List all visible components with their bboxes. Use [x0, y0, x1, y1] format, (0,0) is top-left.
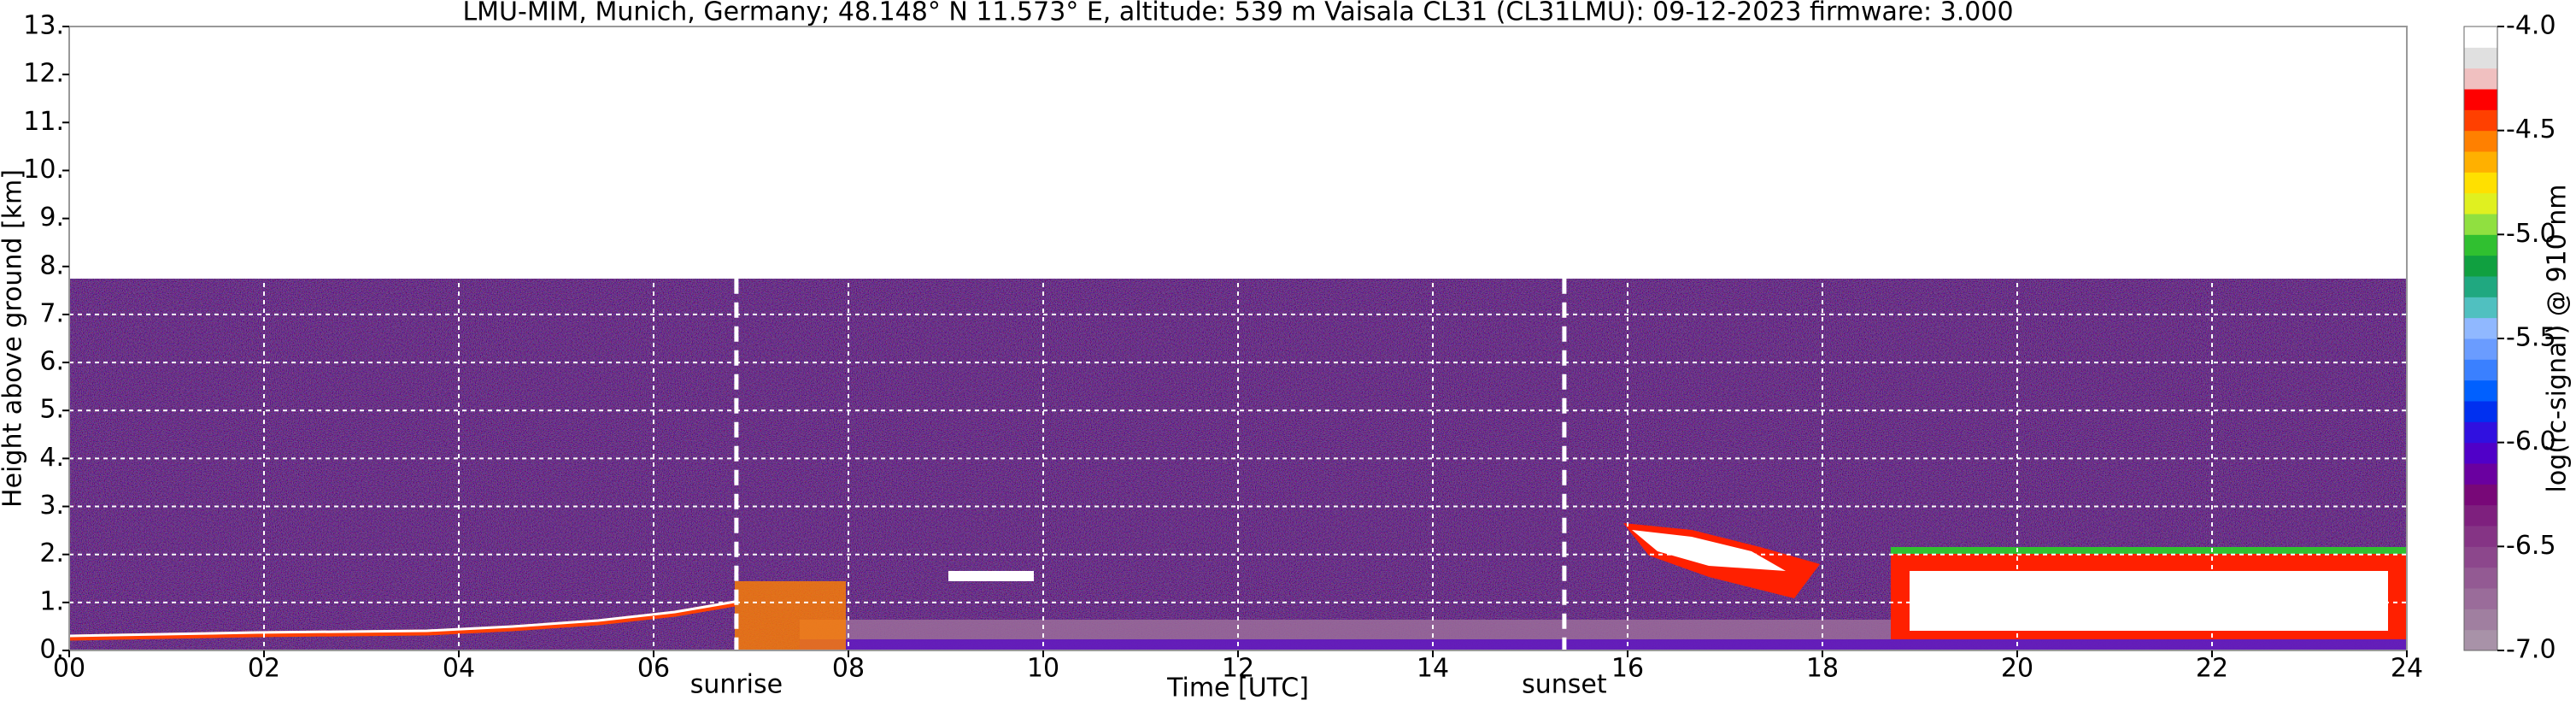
y-tick-label: 0. [39, 635, 64, 665]
y-tick-label: 1. [39, 586, 64, 616]
colorbar-segment [2464, 401, 2497, 422]
y-tick-label: 13. [23, 11, 64, 41]
colorbar-label: log(rc-signal) @ 910 nm [2543, 185, 2573, 493]
y-tick-label: 8. [39, 250, 64, 280]
colorbar-segment [2464, 588, 2497, 609]
x-tick-label: 18 [1806, 654, 1839, 684]
event-label: sunset [1522, 670, 1607, 700]
colorbar-segment [2464, 629, 2497, 651]
event-label: sunrise [690, 670, 783, 700]
colorbar-segment [2464, 276, 2497, 297]
x-tick-label: 10 [1027, 654, 1059, 684]
x-tick-label: 02 [248, 654, 280, 684]
colorbar-segment [2464, 68, 2497, 90]
colorbar-segment [2464, 26, 2497, 48]
colorbar-segment [2464, 567, 2497, 589]
colorbar-tick-label: -6.0 [2506, 427, 2556, 456]
chart-title: LMU-MIM, Munich, Germany; 48.148° N 11.5… [462, 0, 2013, 27]
aerosol-layer [800, 639, 2407, 650]
colorbar-segment [2464, 130, 2497, 152]
colorbar-tick-label: -4.5 [2506, 115, 2556, 144]
colorbar-segment [2464, 421, 2497, 444]
colorbar-segment [2464, 172, 2497, 194]
colorbar-segment [2464, 151, 2497, 173]
y-tick-label: 11. [23, 107, 64, 137]
x-tick-label: 22 [2196, 654, 2228, 684]
colorbar-segment [2464, 338, 2497, 360]
colorbar-segment [2464, 463, 2497, 485]
boundary-layer [69, 600, 736, 638]
colorbar-segment [2464, 379, 2497, 402]
y-tick-label: 9. [39, 203, 64, 232]
y-tick-label: 7. [39, 298, 64, 328]
colorbar-segment [2464, 359, 2497, 381]
colorbar-tick-label: -7.0 [2506, 635, 2556, 665]
colorbar-segment [2464, 192, 2497, 215]
colorbar-segment [2464, 526, 2497, 547]
y-tick-label: 10. [23, 155, 64, 185]
x-axis-label: Time [UTC] [1166, 674, 1309, 703]
colorbar-segment [2464, 317, 2497, 339]
colorbar-tick-label: -5.5 [2506, 323, 2556, 353]
colorbar-segment [2464, 484, 2497, 506]
colorbar-segment [2464, 234, 2497, 256]
colorbar-segment [2464, 47, 2497, 69]
x-tick-label: 20 [2001, 654, 2033, 684]
x-tick-label: 24 [2391, 654, 2423, 684]
colorbar-segment [2464, 109, 2497, 132]
colorbar-segment [2464, 442, 2497, 464]
colorbar-segment [2464, 214, 2497, 235]
y-tick-label: 5. [39, 395, 64, 425]
cloud [735, 581, 846, 650]
y-tick-label: 6. [39, 347, 64, 377]
x-tick-label: 06 [637, 654, 670, 684]
cloud [948, 571, 1034, 581]
colorbar-segment [2464, 255, 2497, 277]
y-axis-label: Height above ground [km] [0, 169, 28, 508]
y-tick-label: 12. [23, 59, 64, 89]
cloud [1891, 547, 2407, 554]
x-tick-label: 04 [443, 654, 475, 684]
cloud [1910, 571, 2388, 631]
x-tick-label: 08 [832, 654, 865, 684]
y-tick-label: 3. [39, 491, 64, 521]
colorbar-segment [2464, 609, 2497, 631]
colorbar-segment [2464, 504, 2497, 527]
colorbar-tick-label: -4.0 [2506, 11, 2556, 41]
colorbar-segment [2464, 89, 2497, 110]
y-tick-label: 4. [39, 443, 64, 473]
boundary-layer [69, 600, 736, 641]
x-tick-label: 00 [53, 654, 85, 684]
colorbar-segment [2464, 546, 2497, 568]
x-tick-label: 16 [1611, 654, 1644, 684]
x-tick-label: 14 [1417, 654, 1449, 684]
colorbar-tick-label: -6.5 [2506, 531, 2556, 561]
colorbar-segment [2464, 297, 2497, 319]
x-tick-label: 12 [1222, 654, 1254, 684]
y-tick-label: 2. [39, 538, 64, 568]
cloud [1632, 530, 1786, 571]
colorbar-tick-label: -5.0 [2506, 219, 2556, 249]
